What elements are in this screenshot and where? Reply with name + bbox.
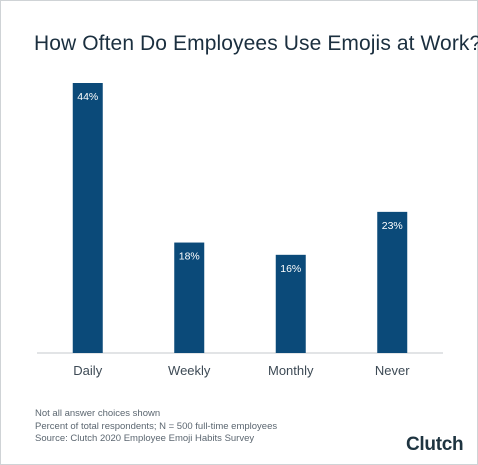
x-tick-label: Monthly <box>268 363 314 378</box>
logo-text: Clutch <box>406 434 464 455</box>
clutch-logo: Clutch <box>406 434 464 456</box>
chart-title: How Often Do Employees Use Emojis at Wor… <box>34 32 478 55</box>
bar-monthly <box>275 254 306 353</box>
note-line: Not all answer choices shown <box>35 408 161 419</box>
note-line: Source: Clutch 2020 Employee Emoji Habit… <box>35 433 255 445</box>
note-line: Percent of total respondents; N = 500 fu… <box>35 420 278 432</box>
bar-value-label: 23% <box>382 220 403 232</box>
bar-weekly <box>174 242 205 353</box>
x-tick-label: Daily <box>73 363 102 378</box>
bar-never <box>377 211 408 353</box>
bar-value-label: 16% <box>280 263 301 275</box>
bar-daily <box>72 83 103 353</box>
chart-notes: Not all answer choices shown Percent of … <box>35 408 277 446</box>
bar-value-label: 18% <box>179 251 200 263</box>
x-tick-label: Never <box>375 363 410 378</box>
x-tick-label: Weekly <box>168 363 211 378</box>
bar-value-label: 44% <box>77 91 98 103</box>
